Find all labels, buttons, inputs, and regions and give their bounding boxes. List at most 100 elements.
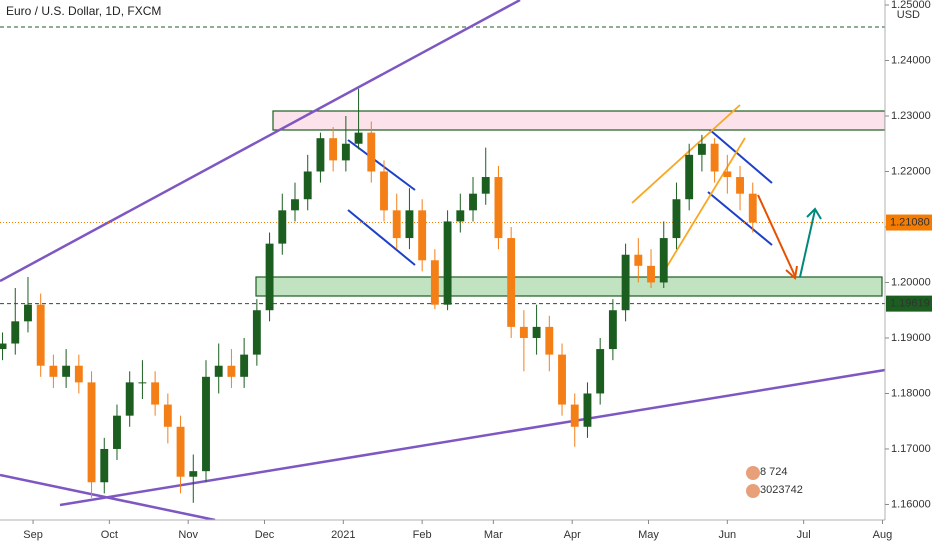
x-tick-label: Dec: [255, 529, 275, 541]
candle-body: [634, 254, 643, 266]
candle-body: [596, 349, 605, 394]
price-label: 1.19619: [890, 298, 930, 310]
y-tick-label: 1.24000: [891, 54, 931, 66]
candle-body: [392, 210, 401, 239]
badge-text: 3023742: [760, 484, 803, 496]
candle-body: [430, 260, 439, 305]
badge-text: 8 724: [760, 466, 788, 478]
y-tick-label: 1.17000: [891, 443, 931, 455]
resistance-zone: [272, 110, 886, 131]
candle-body: [74, 365, 83, 383]
candle-body: [380, 171, 388, 211]
candle-body: [316, 138, 325, 172]
x-tick-label: Aug: [873, 529, 893, 541]
candle-body: [469, 193, 477, 211]
candle-body: [291, 199, 299, 211]
trend-line: [59, 368, 886, 507]
chart-title: Euro / U.S. Dollar, 1D, FXCM: [6, 4, 161, 18]
candle-body: [558, 354, 566, 405]
y-tick-label: 1.18000: [891, 387, 931, 399]
channel-line: [347, 139, 416, 191]
candle-body: [621, 254, 630, 311]
candle-body: [723, 171, 732, 178]
candle-body: [519, 326, 528, 338]
time-axis: [0, 520, 885, 550]
x-tick-label: Jun: [718, 529, 736, 541]
channel-line: [709, 129, 773, 184]
candle-body: [443, 221, 452, 305]
x-tick-label: Sep: [23, 529, 43, 541]
y-tick-label: 1.20000: [891, 276, 931, 288]
candle-body: [583, 393, 592, 427]
candle-body: [672, 199, 681, 239]
price-label-box: [886, 295, 932, 312]
candle-body: [303, 171, 312, 200]
candle-body: [227, 365, 236, 377]
candle-body: [202, 376, 210, 472]
candle-body: [659, 238, 668, 283]
candle-body: [214, 365, 223, 377]
candle-body: [100, 448, 109, 483]
candle-body: [278, 210, 287, 244]
candle-body: [24, 304, 32, 322]
candle-body: [367, 132, 376, 172]
candle-body: [329, 138, 338, 161]
candle-body: [532, 326, 541, 338]
candle-body: [570, 404, 579, 427]
candle-body: [354, 132, 363, 144]
y-tick-label: 1.16000: [891, 498, 931, 510]
candle-body: [176, 426, 185, 477]
candle-body: [49, 365, 58, 377]
drawings: [0, 0, 886, 522]
currency-label: USD: [897, 9, 920, 21]
candle-body: [481, 177, 490, 194]
candle-body: [418, 210, 427, 261]
candle-body: [113, 415, 121, 449]
candle-body: [189, 471, 198, 477]
candle-body: [151, 382, 160, 405]
support-zone: [255, 276, 883, 297]
x-tick-label: Oct: [101, 529, 118, 541]
candle-body: [265, 243, 274, 311]
candle-body: [36, 304, 45, 366]
x-tick-label: Jul: [797, 529, 811, 541]
candle-body: [710, 143, 719, 172]
candle-body: [456, 210, 465, 222]
arrow-head: [785, 265, 798, 280]
y-tick-label: 1.23000: [891, 110, 931, 122]
y-tick-label: 1.19000: [891, 332, 931, 344]
candle-body: [685, 154, 694, 200]
candle-body: [608, 310, 617, 350]
candle-body: [494, 177, 503, 239]
arrow: [757, 194, 796, 277]
trend-line: [0, 473, 216, 522]
y-tick-label: 1.25000: [891, 0, 931, 11]
x-tick-label: Nov: [178, 529, 198, 541]
candle-body: [0, 343, 7, 350]
arrow: [799, 209, 816, 278]
trend-line: [0, 0, 521, 283]
candle-body: [341, 143, 350, 161]
price-axis: [885, 0, 932, 550]
candle-body: [87, 382, 96, 483]
x-tick-label: Apr: [564, 529, 581, 541]
candle-body: [163, 404, 172, 427]
candle-body: [138, 382, 147, 384]
candle-body: [240, 354, 249, 377]
channel-line: [347, 209, 416, 266]
candle-body: [748, 193, 757, 223]
candle-body: [647, 265, 655, 283]
channel-line: [707, 191, 773, 246]
badge-icon: [746, 484, 760, 498]
candle-body: [545, 326, 554, 355]
badge-icon: [746, 466, 760, 480]
candles: [0, 88, 757, 503]
candle-body: [697, 143, 706, 155]
candle-body: [736, 177, 744, 194]
price-label: 1.21080: [890, 216, 930, 228]
candle-body: [11, 321, 20, 344]
channel-line: [631, 104, 741, 204]
channel-line: [659, 137, 746, 279]
